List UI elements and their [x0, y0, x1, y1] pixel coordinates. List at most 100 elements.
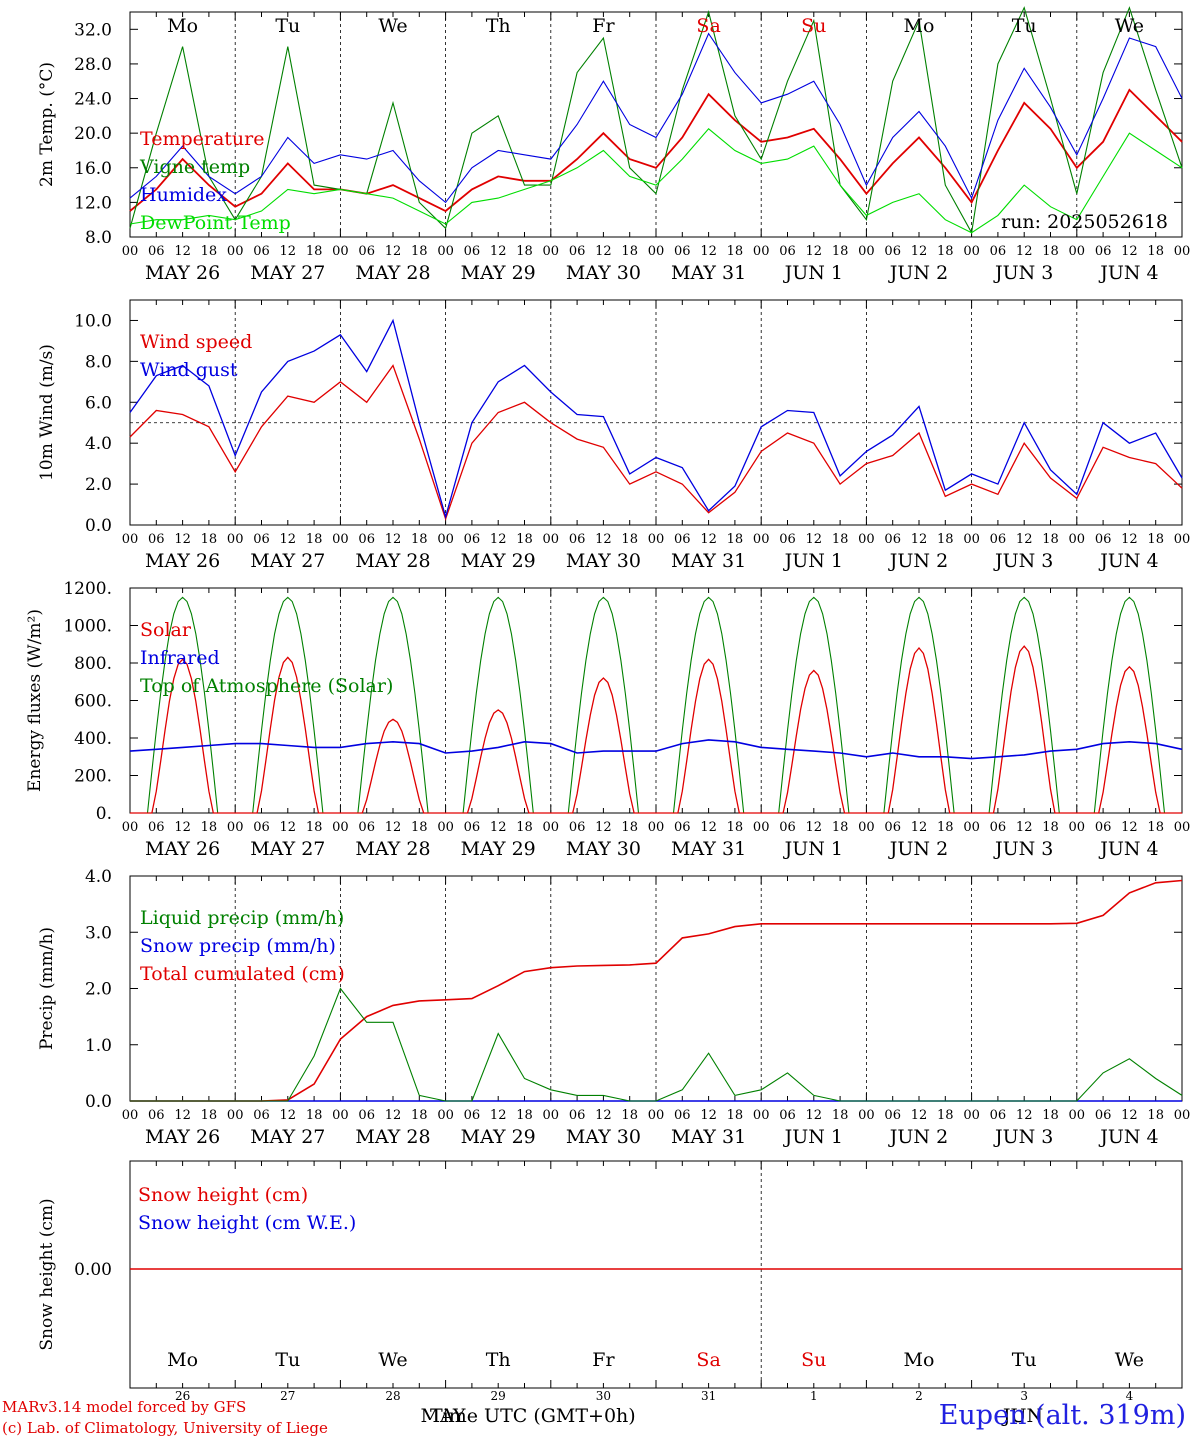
hour-tick-label: 06 [884, 1108, 901, 1123]
y-tick-label: 28.0 [74, 55, 112, 75]
hour-tick-label: 00 [1174, 532, 1191, 547]
date-number: 29 [491, 1389, 506, 1403]
hour-tick-label: 18 [516, 244, 533, 259]
hour-tick-label: 06 [253, 1108, 270, 1123]
hour-tick-label: 18 [411, 532, 428, 547]
hour-tick-label: 18 [201, 820, 218, 835]
date-label: JUN 4 [1098, 838, 1158, 860]
hour-tick-label: 18 [306, 244, 323, 259]
date-label: JUN 1 [783, 550, 843, 572]
hour-tick-label: 00 [963, 820, 980, 835]
hour-tick-label: 00 [122, 244, 139, 259]
date-label: MAY 27 [250, 1126, 325, 1148]
date-number: 27 [280, 1389, 295, 1403]
hour-tick-label: 12 [174, 1108, 191, 1123]
date-label: JUN 1 [783, 838, 843, 860]
hour-tick-label: 00 [543, 1108, 560, 1123]
hour-tick-label: 18 [621, 1108, 638, 1123]
hour-tick-label: 12 [174, 532, 191, 547]
hour-tick-label: 18 [1147, 244, 1164, 259]
hour-tick-label: 12 [385, 244, 402, 259]
hour-tick-label: 18 [411, 1108, 428, 1123]
y-tick-label: 400. [74, 729, 112, 749]
series-line [130, 879, 1183, 1102]
weekday-label: We [1115, 15, 1144, 37]
y-tick-label: 800. [74, 654, 112, 674]
hour-tick-label: 06 [148, 1108, 165, 1123]
date-label: MAY 29 [461, 550, 536, 572]
date-label: MAY 28 [355, 262, 430, 284]
date-label: JUN 3 [993, 550, 1053, 572]
date-label: MAY 30 [566, 262, 641, 284]
hour-tick-label: 06 [148, 820, 165, 835]
hour-tick-label: 00 [753, 532, 770, 547]
hour-tick-label: 06 [674, 1108, 691, 1123]
hour-tick-label: 00 [122, 532, 139, 547]
date-label: JUN 3 [993, 262, 1053, 284]
date-label: JUN 1 [783, 262, 843, 284]
hour-tick-label: 00 [1069, 244, 1086, 259]
hour-tick-label: 00 [122, 1108, 139, 1123]
hour-tick-label: 06 [358, 532, 375, 547]
hour-tick-label: 18 [1042, 244, 1059, 259]
date-label: MAY 26 [145, 262, 220, 284]
plot-frame [129, 587, 1183, 814]
hour-tick-label: 18 [727, 1108, 744, 1123]
y-axis-label: 10m Wind (m/s) [37, 344, 57, 481]
hour-tick-label: 06 [253, 244, 270, 259]
hour-tick-label: 06 [358, 1108, 375, 1123]
hour-tick-label: 06 [990, 820, 1007, 835]
hour-tick-label: 00 [437, 532, 454, 547]
date-label: MAY 27 [250, 550, 325, 572]
y-tick-label: 1200. [63, 579, 112, 599]
hour-tick-label: 06 [1095, 1108, 1112, 1123]
legend-entry: Temperature [140, 128, 264, 150]
hour-tick-label: 12 [700, 1108, 717, 1123]
weekday-label: We [378, 1349, 407, 1371]
hour-tick-label: 12 [911, 1108, 928, 1123]
hour-tick-label: 12 [806, 1108, 823, 1123]
hour-tick-label: 06 [148, 244, 165, 259]
hour-tick-label: 06 [990, 532, 1007, 547]
hour-tick-label: 06 [464, 244, 481, 259]
hour-tick-label: 00 [858, 1108, 875, 1123]
weekday-label: Fr [592, 1349, 615, 1371]
hour-tick-label: 06 [569, 1108, 586, 1123]
hour-tick-label: 06 [464, 532, 481, 547]
hour-tick-label: 12 [595, 820, 612, 835]
date-number: 28 [385, 1389, 400, 1403]
hour-tick-label: 00 [332, 244, 349, 259]
hour-tick-label: 12 [280, 1108, 297, 1123]
hour-tick-label: 12 [595, 244, 612, 259]
y-axis-label: Precip (mm/h) [37, 927, 57, 1050]
hour-tick-label: 00 [543, 532, 560, 547]
hour-tick-label: 12 [1016, 532, 1033, 547]
y-tick-label: 200. [74, 767, 112, 787]
hour-tick-label: 06 [884, 244, 901, 259]
date-label: MAY 28 [355, 1126, 430, 1148]
hour-tick-label: 06 [464, 1108, 481, 1123]
date-number: 2 [915, 1389, 923, 1403]
hour-tick-label: 00 [963, 1108, 980, 1123]
hour-tick-label: 12 [700, 244, 717, 259]
date-label: MAY 30 [566, 1126, 641, 1148]
hour-tick-label: 00 [858, 820, 875, 835]
hour-tick-label: 18 [832, 1108, 849, 1123]
model-credit: MARv3.14 model forced by GFS [2, 1398, 247, 1416]
hour-tick-label: 00 [332, 1108, 349, 1123]
hour-tick-label: 18 [201, 244, 218, 259]
hour-tick-label: 12 [1121, 1108, 1138, 1123]
legend-entry: Solar [140, 619, 192, 641]
hour-tick-label: 18 [516, 1108, 533, 1123]
infrared-line [129, 739, 1183, 760]
date-number: 30 [596, 1389, 611, 1403]
hour-tick-label: 00 [1069, 820, 1086, 835]
date-label: MAY 30 [566, 838, 641, 860]
plot-frame [129, 11, 1183, 238]
hour-tick-label: 18 [201, 532, 218, 547]
series-line [129, 32, 1183, 204]
y-tick-label: 10.0 [74, 311, 112, 331]
hour-tick-label: 06 [990, 1108, 1007, 1123]
hour-tick-label: 18 [832, 244, 849, 259]
y-tick-label: 2.0 [85, 475, 112, 495]
